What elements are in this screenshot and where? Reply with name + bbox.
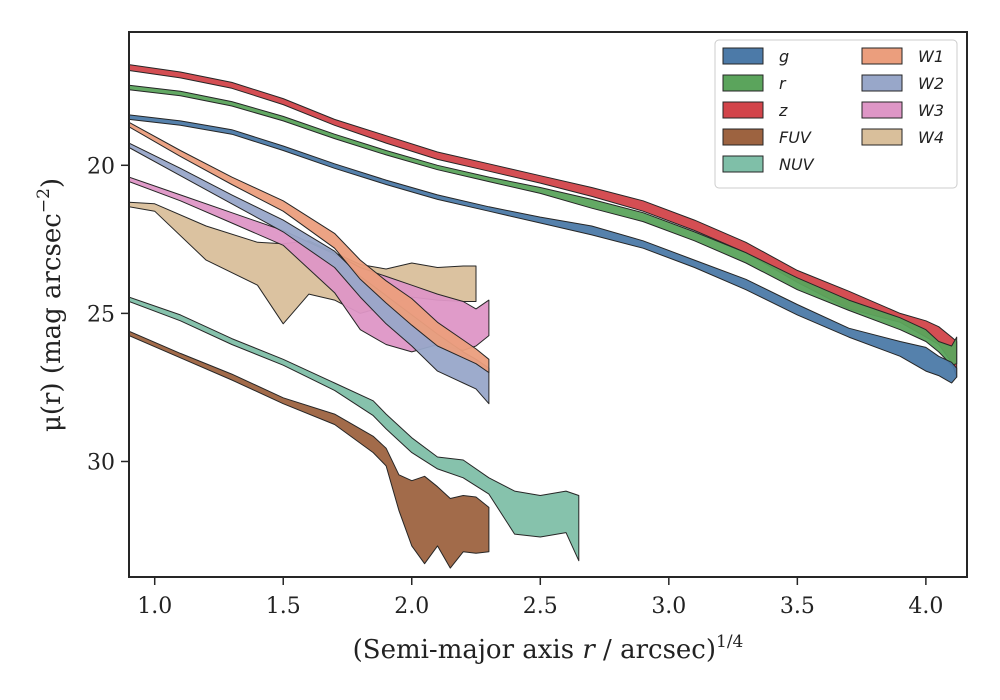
plot-area	[129, 64, 958, 569]
y-tick-label: 30	[87, 450, 115, 475]
legend-swatch-z	[722, 101, 764, 119]
legend-swatch-w1	[861, 47, 903, 65]
y-axis-title: μ(r) (mag arcsec−2)	[34, 178, 67, 432]
legend-label-z: z	[778, 101, 788, 120]
band-r	[129, 84, 958, 366]
legend-swatch-fuv	[722, 128, 764, 146]
x-axis-title: (Semi-major axis r / arcsec)1/4	[353, 632, 744, 665]
band-w1	[129, 121, 490, 374]
legend-label-nuv: NUV	[779, 155, 815, 174]
legend: grz FUV NUV W1 W2 W3 W4	[714, 39, 958, 189]
y-axis: 20 25 30	[87, 154, 129, 475]
legend-label-r: r	[779, 74, 787, 93]
y-tick-label: 25	[87, 302, 115, 327]
legend-swatch-nuv	[722, 155, 764, 173]
axes-frame	[128, 31, 968, 578]
legend-label-w1: W1	[918, 47, 944, 66]
legend-swatch-w2	[861, 74, 903, 92]
legend-label-w4: W4	[918, 128, 944, 147]
legend-label-w2: W2	[918, 74, 944, 93]
x-axis: 1.0 1.5 2.0 2.5 3.0 3.5 4.0	[137, 577, 943, 619]
band-w2	[129, 142, 490, 405]
x-tick-label: 2.5	[523, 594, 558, 619]
y-tick-label: 20	[87, 154, 115, 179]
x-tick-label: 3.5	[780, 594, 815, 619]
legend-swatch-w3	[861, 101, 903, 119]
legend-label-fuv: FUV	[779, 128, 812, 147]
x-tick-label: 4.0	[908, 594, 943, 619]
x-tick-label: 2.0	[394, 594, 429, 619]
x-tick-label: 3.0	[651, 594, 686, 619]
band-g	[129, 114, 958, 384]
legend-swatch-r	[722, 74, 764, 92]
legend-swatch-w4	[861, 128, 903, 146]
legend-swatch-g	[722, 47, 764, 65]
x-tick-label: 1.5	[266, 594, 301, 619]
legend-label-g: g	[779, 47, 789, 66]
x-tick-label: 1.0	[137, 594, 172, 619]
band-nuv	[129, 296, 580, 562]
legend-label-w3: W3	[918, 101, 944, 120]
bands-group	[129, 64, 958, 569]
band-fuv	[129, 330, 490, 569]
